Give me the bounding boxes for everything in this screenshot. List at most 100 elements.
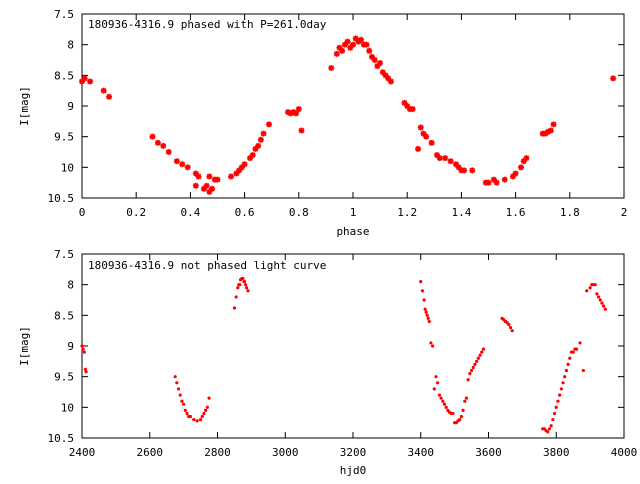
data-point: [478, 353, 482, 357]
data-point: [173, 158, 180, 165]
data-point: [423, 133, 430, 140]
data-point: [556, 399, 560, 403]
data-point: [81, 75, 88, 82]
x-tick-label: 0.8: [289, 206, 309, 219]
data-point: [578, 341, 582, 345]
data-point: [593, 283, 597, 287]
y-tick-label: 9: [67, 340, 74, 353]
data-point: [424, 310, 428, 314]
data-point: [425, 313, 429, 317]
plot-frame: [81, 253, 625, 439]
data-point: [333, 50, 340, 57]
x-tick-label: 2800: [204, 446, 231, 459]
data-point: [234, 295, 238, 299]
data-point: [209, 185, 216, 192]
data-point: [547, 127, 554, 134]
data-point: [475, 359, 479, 363]
data-point: [358, 36, 365, 43]
data-point: [79, 78, 85, 85]
data-point: [206, 173, 213, 180]
data-point: [200, 414, 204, 419]
data-point: [520, 158, 527, 165]
data-point: [368, 53, 375, 60]
data-point: [385, 75, 392, 82]
data-point: [287, 110, 294, 117]
data-point: [508, 326, 513, 330]
data-point: [243, 280, 247, 284]
data-point: [550, 121, 557, 128]
y-tick-label: 7.5: [54, 248, 74, 261]
data-point: [252, 145, 259, 152]
data-point: [559, 387, 563, 391]
y-tick-label: 9.5: [54, 371, 74, 384]
data-point: [165, 149, 172, 155]
data-point: [382, 72, 389, 79]
data-point: [563, 375, 567, 379]
data-point: [463, 399, 467, 403]
y-tick-label: 8: [67, 39, 74, 52]
data-point: [436, 381, 440, 385]
data-point: [198, 418, 203, 422]
data-point: [428, 139, 435, 146]
x-tick-label: 0: [79, 206, 86, 219]
data-point: [106, 93, 113, 100]
data-point: [87, 78, 94, 85]
data-point: [469, 368, 474, 373]
data-point: [179, 161, 186, 168]
data-point: [507, 322, 511, 327]
data-point: [603, 307, 607, 311]
data-point: [238, 164, 245, 171]
data-point: [188, 414, 192, 419]
data-point: [265, 121, 272, 128]
data-point: [379, 69, 386, 76]
x-tick-label: 3800: [543, 446, 570, 459]
data-point: [602, 304, 606, 308]
data-point: [176, 387, 181, 391]
data-point: [420, 130, 427, 137]
data-point: [554, 405, 558, 409]
data-point: [204, 408, 208, 412]
data-point: [363, 41, 370, 48]
data-point: [415, 145, 422, 152]
x-tick-label: 3400: [408, 446, 435, 459]
y-tick-label: 8.5: [54, 69, 74, 82]
data-point: [328, 64, 335, 71]
data-point: [202, 411, 206, 416]
data-point: [523, 155, 530, 162]
data-point: [192, 418, 196, 422]
data-point: [298, 127, 305, 134]
data-point: [192, 182, 199, 189]
data-point: [561, 381, 565, 385]
data-point: [610, 75, 617, 82]
data-point: [417, 124, 424, 131]
data-point: [178, 393, 182, 397]
x-axis-label: hjd0: [340, 464, 367, 477]
data-point: [461, 408, 465, 412]
data-point: [571, 350, 575, 354]
x-tick-label: 3200: [340, 446, 367, 459]
data-point: [232, 306, 237, 310]
data-point: [510, 329, 514, 333]
data-point: [432, 387, 436, 391]
data-point: [80, 344, 84, 348]
data-point: [245, 286, 249, 290]
data-point: [574, 347, 579, 351]
data-point: [247, 155, 254, 162]
data-point: [290, 109, 297, 116]
data-point: [84, 370, 88, 374]
y-tick-label: 10.5: [48, 432, 75, 445]
data-point: [461, 167, 468, 174]
data-point: [207, 396, 211, 400]
x-axis-label: phase: [336, 225, 369, 238]
x-tick-label: 3600: [475, 446, 502, 459]
data-point: [431, 344, 435, 348]
data-point: [154, 139, 161, 146]
data-point: [426, 316, 430, 320]
data-point: [549, 424, 553, 428]
data-point: [509, 173, 516, 180]
plot-frame: [81, 13, 625, 199]
data-point: [175, 381, 179, 385]
data-point: [241, 276, 245, 281]
data-point: [241, 161, 248, 168]
